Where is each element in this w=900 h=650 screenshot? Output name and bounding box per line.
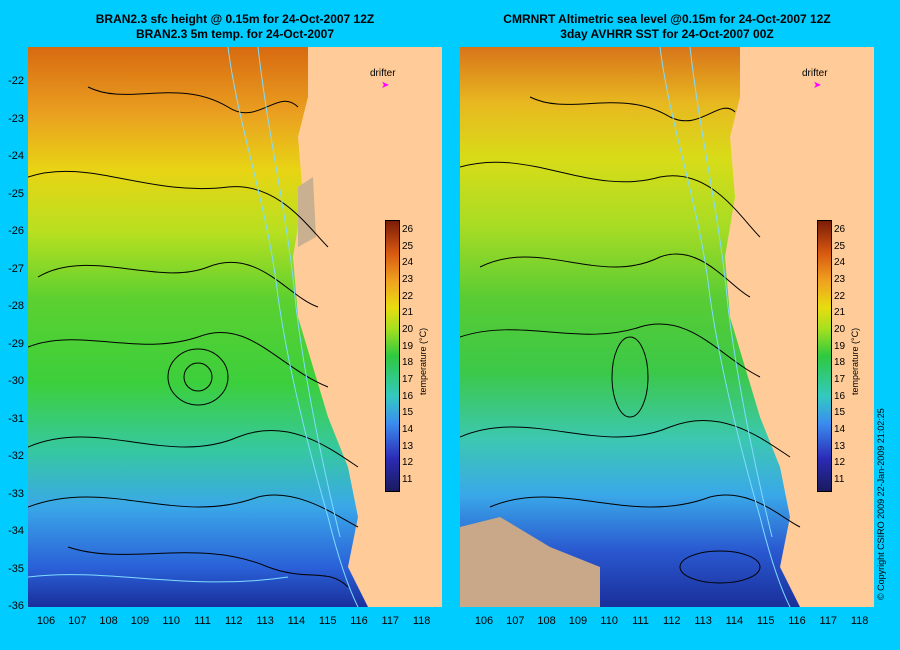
colorbar-tick-label: 23 <box>402 274 414 285</box>
right-drifter-marker: ➤ <box>813 80 822 91</box>
colorbar-tick-label: 17 <box>834 374 846 385</box>
y-tick-label: -36 <box>8 600 24 612</box>
x-tick-label: 111 <box>194 615 211 627</box>
colorbar-tick-label: 22 <box>402 290 414 302</box>
x-tick-label: 106 <box>36 615 56 627</box>
colorbar-tick-label: 25 <box>834 240 846 252</box>
y-tick-label: -34 <box>8 525 24 537</box>
x-tick-label: 107 <box>506 615 525 627</box>
y-tick-label: -23 <box>8 112 24 125</box>
left-title: BRAN2.3 sfc height @ 0.15m for 24-Oct-20… <box>30 12 440 42</box>
colorbar-tick-label: 19 <box>402 340 414 352</box>
colorbar-tick-label: 18 <box>402 357 414 369</box>
x-tick-label: 116 <box>350 615 368 627</box>
colorbar-tick-label: 26 <box>834 224 846 235</box>
x-tick-label: 114 <box>287 615 306 627</box>
colorbar-tick-label: 14 <box>402 424 414 435</box>
y-tick-label: -33 <box>8 487 24 500</box>
colorbar-tick-label: 26 <box>402 224 414 235</box>
right-colorbar <box>817 220 832 492</box>
right-colorbar-title: temperature (°C) <box>850 327 860 395</box>
left-colorbar-title: temperature (°C) <box>418 327 428 395</box>
colorbar-tick-label: 15 <box>402 407 414 419</box>
x-tick-label: 111 <box>632 615 649 627</box>
colorbar-tick-label: 25 <box>402 240 414 252</box>
colorbar-tick-label: 20 <box>402 324 414 335</box>
colorbar-tick-label: 24 <box>402 257 414 269</box>
colorbar-tick-label: 23 <box>834 274 846 285</box>
right-map <box>460 47 874 607</box>
colorbar-tick-label: 21 <box>402 307 414 319</box>
x-tick-label: 117 <box>381 615 400 627</box>
x-tick-label: 106 <box>474 615 494 627</box>
left-title-line1: BRAN2.3 sfc height @ 0.15m for 24-Oct-20… <box>95 12 375 26</box>
colorbar-tick-label: 12 <box>402 457 414 469</box>
y-tick-label: -32 <box>8 450 24 462</box>
x-tick-label: 108 <box>537 615 556 627</box>
colorbar-tick-label: 12 <box>834 457 846 469</box>
x-tick-label: 118 <box>850 615 869 627</box>
y-tick-label: -28 <box>8 300 24 312</box>
x-tick-label: 108 <box>99 615 118 627</box>
right-title: CMRNRT Altimetric sea level @0.15m for 2… <box>460 12 874 42</box>
right-drifter-label: drifter <box>802 68 828 79</box>
y-tick-label: -24 <box>8 150 24 162</box>
colorbar-tick-label: 17 <box>402 374 414 385</box>
y-tick-label: -22 <box>8 75 24 87</box>
left-drifter-marker: ➤ <box>381 80 390 91</box>
left-drifter-label: drifter <box>370 68 396 79</box>
colorbar-tick-label: 11 <box>402 474 413 485</box>
x-tick-label: 112 <box>225 615 243 627</box>
y-tick-label: -30 <box>8 375 24 387</box>
colorbar-tick-label: 19 <box>834 340 846 352</box>
colorbar-tick-label: 16 <box>402 390 414 402</box>
x-tick-label: 109 <box>568 615 588 627</box>
colorbar-tick-label: 16 <box>834 390 846 402</box>
colorbar-tick-label: 14 <box>834 424 846 435</box>
x-tick-label: 116 <box>788 615 806 627</box>
colorbar-tick-label: 21 <box>834 307 846 319</box>
x-tick-label: 114 <box>725 615 744 627</box>
y-tick-label: -25 <box>8 187 24 200</box>
colorbar-tick-label: 13 <box>834 440 846 452</box>
x-tick-label: 110 <box>600 615 618 627</box>
x-tick-label: 115 <box>756 615 775 627</box>
x-tick-label: 112 <box>663 615 681 627</box>
y-tick-label: -29 <box>8 337 24 350</box>
y-tick-label: -35 <box>8 562 24 575</box>
x-tick-label: 107 <box>68 615 87 627</box>
colorbar-tick-label: 24 <box>834 257 846 269</box>
x-tick-label: 113 <box>256 615 274 627</box>
colorbar-tick-label: 22 <box>834 290 846 302</box>
right-title-line2: 3day AVHRR SST for 24-Oct-2007 00Z <box>560 27 774 41</box>
colorbar-tick-label: 13 <box>402 440 414 452</box>
colorbar-tick-label: 15 <box>834 407 846 419</box>
left-map <box>28 47 442 607</box>
left-title-line2: BRAN2.3 5m temp. for 24-Oct-2007 <box>135 27 335 41</box>
x-tick-label: 115 <box>318 615 337 627</box>
x-tick-label: 110 <box>162 615 180 627</box>
colorbar-tick-label: 20 <box>834 324 846 335</box>
x-tick-label: 118 <box>412 615 431 627</box>
right-title-line1: CMRNRT Altimetric sea level @0.15m for 2… <box>503 12 831 26</box>
x-tick-label: 109 <box>130 615 150 627</box>
x-tick-label: 113 <box>694 615 712 627</box>
y-tick-label: -27 <box>8 262 24 275</box>
y-tick-label: -26 <box>8 225 24 237</box>
left-colorbar <box>385 220 400 492</box>
colorbar-tick-label: 18 <box>834 357 846 369</box>
x-tick-label: 117 <box>819 615 838 627</box>
copyright-text: © Copyright CSIRO 2009 22-Jan-2009 21:02… <box>876 408 886 600</box>
colorbar-tick-label: 11 <box>834 474 845 485</box>
y-tick-label: -31 <box>8 412 24 425</box>
